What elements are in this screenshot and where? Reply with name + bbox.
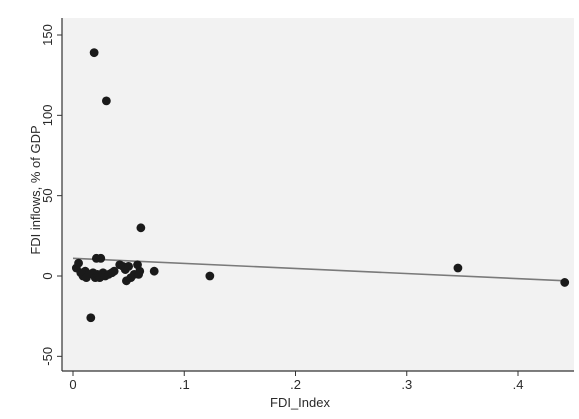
scatter-point	[149, 266, 159, 276]
x-tick-label: .2	[290, 377, 301, 392]
scatter-point	[124, 261, 134, 271]
fit-line	[72, 257, 566, 282]
y-tick-label: 150	[40, 24, 55, 46]
y-tick-label: 100	[40, 104, 55, 126]
x-tick-label: .3	[401, 377, 412, 392]
scatter-point	[109, 266, 119, 276]
y-tick-label: 50	[40, 188, 55, 202]
scatter-point	[135, 266, 145, 276]
scatter-point	[86, 313, 96, 323]
y-tick-label: -50	[40, 347, 55, 366]
scatter-point	[453, 263, 463, 273]
scatter-point	[136, 223, 146, 233]
scatter-point	[74, 258, 83, 268]
x-axis-title: FDI_Index	[270, 395, 330, 410]
fit-line-layer	[72, 257, 566, 282]
scatter-point	[89, 48, 99, 58]
scatter-point	[205, 271, 215, 281]
y-tick-label: 0	[40, 272, 55, 279]
points-layer	[71, 48, 570, 323]
y-axis-title: FDI inflows, % of GDP	[28, 125, 43, 254]
y-axis-ticks: -50 0 50 100 150	[40, 24, 62, 366]
scatter-point	[96, 253, 106, 263]
x-tick-label: 0	[69, 377, 76, 392]
x-tick-label: .4	[513, 377, 524, 392]
plot-area	[62, 18, 574, 371]
x-axis-ticks: 0 .1 .2 .3 .4	[69, 371, 523, 392]
x-tick-label: .1	[179, 377, 190, 392]
scatter-point	[101, 96, 111, 106]
scatter-point	[560, 278, 570, 287]
